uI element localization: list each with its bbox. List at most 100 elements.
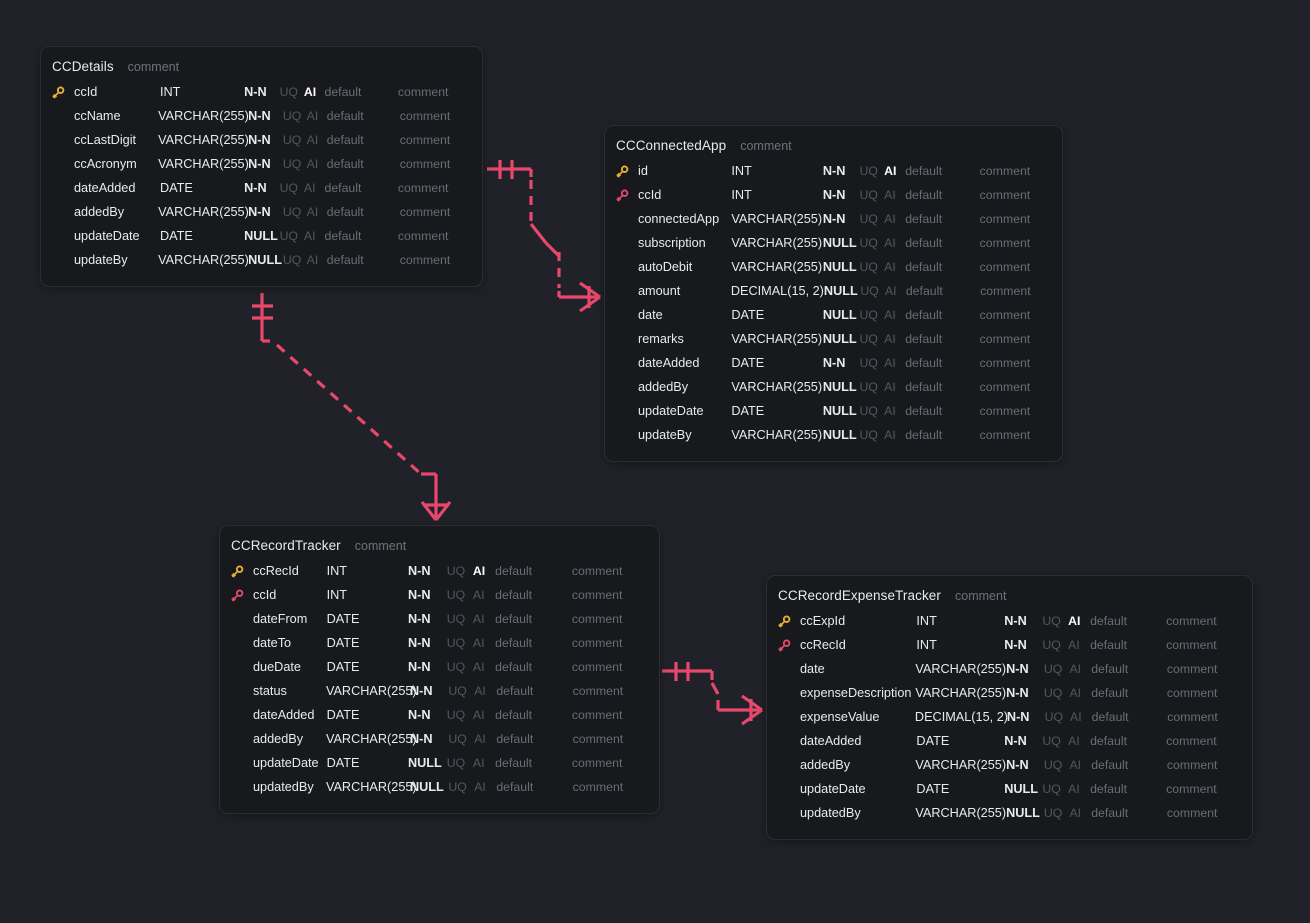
column-nullability: NULL xyxy=(409,780,444,794)
column-row[interactable]: ccAcronym VARCHAR(255) N-N UQ AI default comme… xyxy=(41,152,482,176)
column-row[interactable]: remarks VARCHAR(255) NULL UQ AI default commen… xyxy=(605,327,1062,351)
column-nullability: NULL xyxy=(823,284,858,298)
column-row[interactable]: updateBy VARCHAR(255) NULL UQ AI default comme… xyxy=(605,423,1062,447)
column-row[interactable]: updateDate DATE NULL UQ AI default comment xyxy=(41,224,482,248)
column-row[interactable]: date DATE NULL UQ AI default comment xyxy=(605,303,1062,327)
column-row[interactable]: updateDate DATE NULL UQ AI default comment xyxy=(220,751,659,775)
column-row[interactable]: ccRecId INT N-N UQ AI default comment xyxy=(767,633,1252,657)
primary-key-icon xyxy=(778,615,800,628)
table-card-ccrecordtracker[interactable]: CCRecordTracker comment ccRecId INT N-N UQ AI d… xyxy=(219,525,660,814)
column-row[interactable]: ccRecId INT N-N UQ AI default comment xyxy=(220,559,659,583)
column-autoincrement-flag: AI xyxy=(1068,782,1080,796)
column-comment: comment xyxy=(1166,806,1218,820)
column-nullability: N-N xyxy=(407,588,431,602)
table-header-ccdetails[interactable]: CCDetails comment xyxy=(41,59,482,80)
column-unique-flag: UQ xyxy=(1042,782,1061,796)
column-nullability: N-N xyxy=(822,164,846,178)
column-comment: comment xyxy=(979,380,1031,394)
column-type: VARCHAR(255) xyxy=(731,212,823,226)
column-default: default xyxy=(1091,758,1129,772)
column-row[interactable]: autoDebit VARCHAR(255) NULL UQ AI default comm… xyxy=(605,255,1062,279)
column-row[interactable]: ccLastDigit VARCHAR(255) N-N UQ AI default com… xyxy=(41,128,482,152)
table-header-ccrecordtracker[interactable]: CCRecordTracker comment xyxy=(220,538,659,559)
table-name: CCDetails xyxy=(52,59,114,74)
table-name: CCRecordExpenseTracker xyxy=(778,588,942,603)
table-header-ccrecordexpensetracker[interactable]: CCRecordExpenseTracker comment xyxy=(767,588,1252,609)
column-nullability: N-N xyxy=(1006,686,1029,700)
column-row[interactable]: dateAdded DATE N-N UQ AI default comment xyxy=(605,351,1062,375)
relationship-ccdetails-to-ccconnectedapp[interactable] xyxy=(487,160,601,313)
column-row[interactable]: subscription VARCHAR(255) NULL UQ AI default c… xyxy=(605,231,1062,255)
column-nullability: NULL xyxy=(822,428,857,442)
column-type: VARCHAR(255) xyxy=(158,205,249,219)
column-autoincrement-flag: AI xyxy=(1069,758,1082,772)
column-default: default xyxy=(496,732,534,746)
column-row[interactable]: dateFrom DATE N-N UQ AI default comment xyxy=(220,607,659,631)
column-autoincrement-flag: AI xyxy=(1069,806,1082,820)
column-row[interactable]: connectedApp VARCHAR(255) N-N UQ AI default co… xyxy=(605,207,1062,231)
column-type: DECIMAL(15, 2) xyxy=(730,284,824,298)
column-row[interactable]: dateTo DATE N-N UQ AI default comment xyxy=(220,631,659,655)
column-name: addedBy xyxy=(638,380,689,394)
column-comment: comment xyxy=(399,133,451,147)
column-row[interactable]: updateDate DATE NULL UQ AI default comment xyxy=(605,399,1062,423)
column-row[interactable]: addedBy VARCHAR(255) N-N UQ AI default comment xyxy=(41,200,482,224)
column-type: VARCHAR(255) xyxy=(731,332,823,346)
table-card-ccrecordexpensetracker[interactable]: CCRecordExpenseTracker comment ccExpId INT N… xyxy=(766,575,1253,840)
foreign-key-icon xyxy=(231,589,253,602)
column-default: default xyxy=(905,380,943,394)
column-row[interactable]: id INT N-N UQ AI default comment xyxy=(605,159,1062,183)
relationship-ccrecordtracker-to-ccrecordexpensetracker[interactable] xyxy=(662,662,763,726)
column-row[interactable]: addedBy VARCHAR(255) N-N UQ AI default comment xyxy=(767,753,1252,777)
column-nullability: NULL xyxy=(822,332,857,346)
column-autoincrement-flag: AI xyxy=(472,564,486,578)
column-row[interactable]: ccId INT N-N UQ AI default comment xyxy=(605,183,1062,207)
column-name: addedBy xyxy=(74,205,125,219)
column-row[interactable]: dueDate DATE N-N UQ AI default comment xyxy=(220,655,659,679)
column-nullability: N-N xyxy=(1004,614,1027,628)
column-comment: comment xyxy=(397,181,449,195)
column-type: VARCHAR(255) xyxy=(158,253,249,267)
column-row[interactable]: amount DECIMAL(15, 2) NULL UQ AI default comme… xyxy=(605,279,1062,303)
column-comment: comment xyxy=(571,612,623,626)
column-row[interactable]: ccName VARCHAR(255) N-N UQ AI default comment xyxy=(41,104,482,128)
column-row[interactable]: updateDate DATE NULL UQ AI default comment xyxy=(767,777,1252,801)
column-unique-flag: UQ xyxy=(1043,686,1063,700)
column-row[interactable]: ccExpId INT N-N UQ AI default comment xyxy=(767,609,1252,633)
column-row[interactable]: expenseDescription VARCHAR(255) N-N UQ AI def… xyxy=(767,681,1252,705)
column-row[interactable]: date VARCHAR(255) N-N UQ AI default comment xyxy=(767,657,1252,681)
table-card-ccdetails[interactable]: CCDetails comment ccId INT N-N UQ AI default com… xyxy=(40,46,483,287)
column-type: INT xyxy=(916,638,937,652)
column-nullability: NULL xyxy=(248,253,282,267)
relationship-ccdetails-to-ccrecordtracker[interactable] xyxy=(252,293,452,521)
column-comment: comment xyxy=(1166,638,1217,652)
column-name: ccExpId xyxy=(800,614,846,628)
column-row[interactable]: expenseValue DECIMAL(15, 2) N-N UQ AI default… xyxy=(767,705,1252,729)
table-card-ccconnectedapp[interactable]: CCConnectedApp comment id INT N-N UQ AI default… xyxy=(604,125,1063,462)
column-row[interactable]: updateBy VARCHAR(255) NULL UQ AI default comme… xyxy=(41,248,482,272)
column-row[interactable]: updatedBy VARCHAR(255) NULL UQ AI default comm… xyxy=(220,775,659,799)
column-nullability: N-N xyxy=(248,205,271,219)
column-unique-flag: UQ xyxy=(1042,638,1061,652)
column-type: INT xyxy=(731,188,752,202)
column-name: dateTo xyxy=(253,636,292,650)
table-header-ccconnectedapp[interactable]: CCConnectedApp comment xyxy=(605,138,1062,159)
column-row[interactable]: ccId INT N-N UQ AI default comment xyxy=(41,80,482,104)
column-row[interactable]: status VARCHAR(255) N-N UQ AI default comment xyxy=(220,679,659,703)
column-name: updateDate xyxy=(800,782,866,796)
column-autoincrement-flag: AI xyxy=(1069,662,1082,676)
column-row[interactable]: ccId INT N-N UQ AI default comment xyxy=(220,583,659,607)
column-nullability: NULL xyxy=(1004,782,1039,796)
column-default: default xyxy=(326,205,364,219)
column-row[interactable]: updatedBy VARCHAR(255) NULL UQ AI default comm… xyxy=(767,801,1252,825)
column-row[interactable]: addedBy VARCHAR(255) NULL UQ AI default commen… xyxy=(605,375,1062,399)
column-type: INT xyxy=(731,164,752,178)
column-row[interactable]: dateAdded DATE N-N UQ AI default comment xyxy=(41,176,482,200)
column-row[interactable]: dateAdded DATE N-N UQ AI default comment xyxy=(220,703,659,727)
column-name: addedBy xyxy=(800,758,851,772)
column-comment: comment xyxy=(571,708,623,722)
column-nullability: N-N xyxy=(409,684,433,698)
column-row[interactable]: dateAdded DATE N-N UQ AI default comment xyxy=(767,729,1252,753)
column-comment: comment xyxy=(979,212,1031,226)
column-row[interactable]: addedBy VARCHAR(255) N-N UQ AI default comment xyxy=(220,727,659,751)
